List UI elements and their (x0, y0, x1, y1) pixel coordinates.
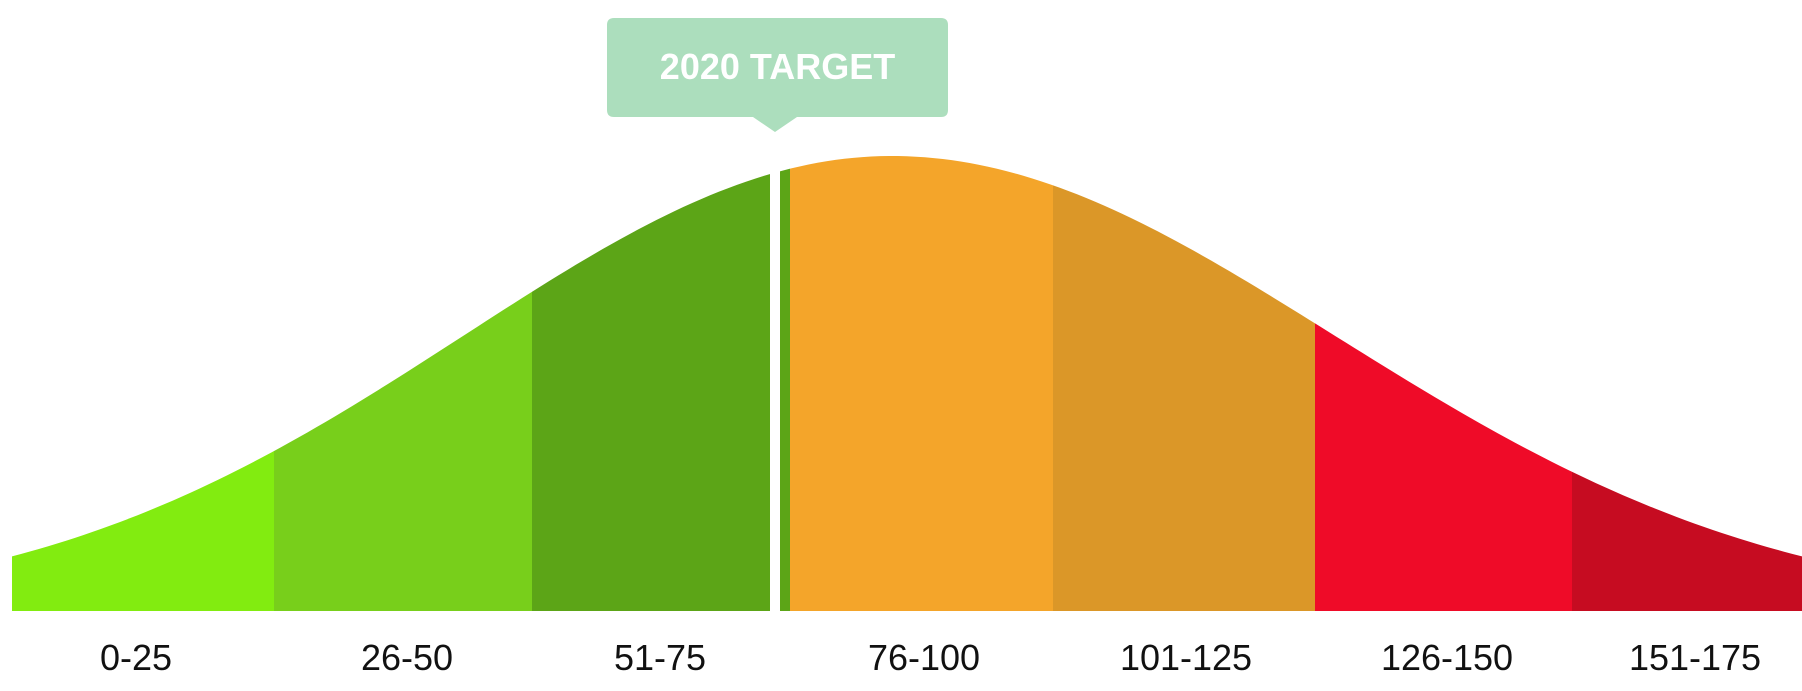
tick-label-0-25: 0-25 (100, 637, 172, 678)
band-26-50 (274, 156, 532, 611)
tick-label-76-100: 76-100 (868, 637, 980, 678)
tick-label-26-50: 26-50 (361, 637, 453, 678)
tick-label-126-150: 126-150 (1381, 637, 1513, 678)
band-101-125 (1053, 156, 1315, 611)
band-151-175 (1572, 156, 1802, 611)
band-76-100 (790, 156, 1053, 611)
target-callout (607, 18, 948, 132)
band-0-25 (12, 156, 274, 611)
band-126-150 (1315, 156, 1572, 611)
tick-label-151-175: 151-175 (1629, 637, 1761, 678)
target-label: 2020 TARGET (660, 46, 895, 87)
target-line (770, 150, 780, 611)
tick-label-101-125: 101-125 (1120, 637, 1252, 678)
tick-label-51-75: 51-75 (614, 637, 706, 678)
